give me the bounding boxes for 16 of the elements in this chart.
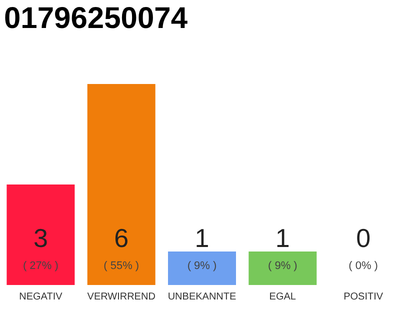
- data-label: 3: [33, 223, 48, 253]
- x-tick-label: EGAL: [269, 292, 296, 302]
- annotation: ( 0% ): [348, 260, 378, 272]
- annotation: ( 9% ): [268, 260, 298, 272]
- x-tick-label: UNBEKANNTE: [168, 292, 236, 302]
- chart-title: 01796250074: [4, 2, 188, 35]
- annotation: ( 55% ): [104, 260, 140, 272]
- annotation: ( 9% ): [187, 260, 217, 272]
- data-label: 1: [275, 223, 290, 253]
- x-tick-label: NEGATIV: [19, 292, 63, 302]
- annotation: ( 27% ): [22, 260, 58, 272]
- x-tick-label: POSITIV: [344, 292, 384, 302]
- data-label: 0: [356, 223, 371, 253]
- x-tick-label: VERWIRREND: [87, 292, 156, 302]
- data-label: 1: [194, 223, 210, 253]
- data-label: 6: [114, 223, 129, 253]
